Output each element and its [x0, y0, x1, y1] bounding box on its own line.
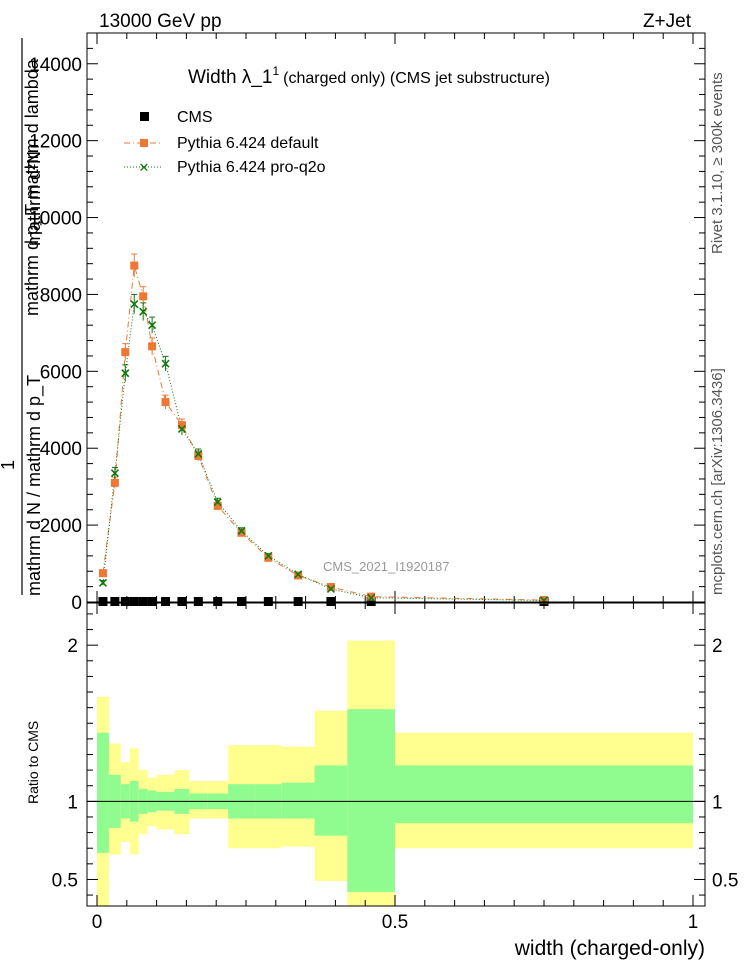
- default-point: [148, 342, 157, 351]
- ylabel-numerator: mathrm d²N: [24, 151, 44, 246]
- ratio-axis-ticks: [87, 603, 705, 906]
- proq2o-point: [148, 321, 157, 330]
- series-line-proq2o: [102, 303, 545, 601]
- default-point: [98, 569, 107, 578]
- legend-marker-default: [140, 139, 148, 147]
- proq2o-point: [326, 584, 335, 593]
- ylabel-denominator: mathrm d p_T mathrm d lambda: [22, 58, 43, 316]
- plot-title: Width λ_11 (charged only) (CMS jet substr…: [188, 64, 550, 88]
- main-plot-panel: 0 2000 4000 6000 8000 10000 12000 14000 Width λ…: [0, 32, 706, 614]
- default-point: [161, 398, 170, 407]
- analysis-watermark: CMS_2021_I1920187: [323, 559, 450, 574]
- proq2o-point: [121, 369, 130, 378]
- default-point: [294, 571, 303, 580]
- ylabel-normalisation: mathrm d N / mathrm d p_T: [24, 375, 45, 596]
- proq2o-point: [98, 578, 108, 587]
- default-point: [213, 501, 222, 510]
- y-tick-label: 8000: [40, 285, 82, 306]
- main-frame: [86, 32, 706, 603]
- y-tick-label: 6000: [40, 362, 82, 383]
- legend-label-default: Pythia 6.424 default: [177, 135, 319, 152]
- y-tick-label: 10000: [29, 209, 82, 230]
- default-point: [177, 421, 186, 430]
- proq2o-point: [264, 551, 273, 560]
- y-tick-label: 12000: [29, 132, 82, 153]
- stat-uncertainty-band: [281, 782, 315, 819]
- y-tick-label: 2000: [40, 516, 82, 537]
- proq2o-point: [139, 307, 148, 316]
- stat-uncertainty-band: [314, 765, 348, 836]
- default-point: [121, 348, 130, 357]
- ratio-y-axis-label: Ratio to CMS: [25, 721, 41, 804]
- x-tick-label: 0: [92, 912, 103, 933]
- proq2o-point: [110, 469, 119, 478]
- main-data-marks: [98, 253, 549, 606]
- y-tick-label: 14000: [29, 55, 82, 76]
- process-label: Z+Jet: [643, 11, 692, 32]
- x-axis-label: width (charged-only): [514, 937, 705, 960]
- legend-label-proq2o: Pythia 6.424 pro-q2o: [177, 159, 326, 176]
- main-y-tick-labels: 0 2000 4000 6000 8000 10000 12000 14000: [29, 55, 82, 614]
- legend: CMS Pythia 6.424 default ✕ Pythia 6.424 …: [124, 109, 326, 176]
- x-tick-label: 0.5: [382, 912, 408, 933]
- rivet-version-label: Rivet 3.1.10, ≥ 300k events: [709, 72, 726, 254]
- default-point: [194, 451, 203, 460]
- legend-marker-cms: [140, 112, 149, 121]
- proq2o-point: [194, 449, 203, 459]
- proq2o-point: [213, 497, 222, 507]
- main-y-axis-label: mathrm d²N mathrm d p_T mathrm d lambda …: [0, 38, 45, 596]
- y-tick-label: 4000: [40, 439, 82, 460]
- ratio-y-tick-label-left: 2: [67, 636, 78, 657]
- series-line-default: [102, 265, 545, 601]
- ylabel-one: 1: [0, 460, 18, 470]
- mcplots-label: mcplots.cern.ch [arXiv:1306.3436]: [709, 368, 726, 595]
- ratio-plot-panel: 0.5 0.5 1 1 2 2 0 0.5 1 Ratio to CMS width (char…: [25, 602, 739, 960]
- energy-label: 13000 GeV pp: [99, 11, 222, 32]
- default-point: [367, 592, 376, 601]
- ratio-y-tick-label-right: 0.5: [712, 870, 738, 891]
- proq2o-point: [237, 526, 246, 535]
- legend-marker-proq2o: ✕: [139, 160, 150, 175]
- default-point: [110, 478, 119, 487]
- y-tick-label: 0: [71, 593, 82, 614]
- ratio-frame: [86, 602, 706, 907]
- default-point: [237, 528, 246, 537]
- proq2o-point: [294, 570, 303, 579]
- ratio-uncertainty-bands: [87, 640, 705, 906]
- stat-uncertainty-band: [97, 732, 109, 853]
- proq2o-point: [367, 593, 376, 602]
- x-tick-label: 1: [688, 912, 699, 933]
- ratio-y-tick-label-left: 0.5: [52, 870, 78, 891]
- ratio-y-tick-label-right: 2: [712, 636, 723, 657]
- proq2o-point: [161, 359, 170, 368]
- stat-uncertainty-band: [395, 765, 693, 824]
- proq2o-point: [130, 299, 139, 309]
- legend-label-cms: CMS: [177, 109, 213, 126]
- proq2o-point: [177, 424, 186, 434]
- ratio-tick-labels: 0.5 0.5 1 1 2 2 0 0.5 1: [52, 636, 739, 933]
- stat-uncertainty-band: [347, 709, 395, 892]
- default-point: [130, 261, 139, 270]
- ratio-y-tick-label-right: 1: [712, 792, 723, 813]
- default-point: [264, 553, 273, 562]
- default-point: [326, 583, 335, 592]
- ratio-y-tick-label-left: 1: [67, 792, 78, 813]
- default-point: [139, 292, 148, 301]
